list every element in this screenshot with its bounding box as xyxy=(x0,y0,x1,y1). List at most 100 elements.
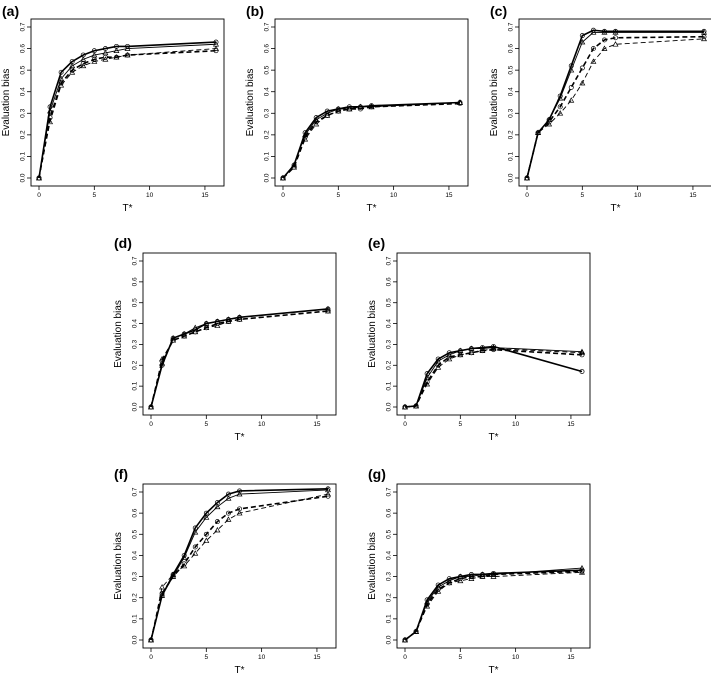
x-tick-label: 10 xyxy=(390,192,398,199)
y-axis-title: Evaluation bias xyxy=(367,300,378,368)
y-tick-label: 0.1 xyxy=(264,152,271,161)
series-line xyxy=(150,308,329,408)
data-point xyxy=(579,33,585,39)
data-point xyxy=(225,495,232,501)
data-point xyxy=(170,335,177,341)
series-line xyxy=(404,571,583,641)
series-line xyxy=(404,348,583,408)
y-tick-label: 0.0 xyxy=(386,635,393,644)
data-point xyxy=(236,316,243,322)
data-point xyxy=(557,95,564,101)
y-axis-title: Evaluation bias xyxy=(113,532,124,600)
data-point xyxy=(346,105,353,112)
x-axis-title: T* xyxy=(489,432,499,443)
data-point xyxy=(80,61,86,67)
series-line xyxy=(38,49,217,179)
data-point xyxy=(479,573,486,579)
x-tick-label: 15 xyxy=(313,654,321,661)
data-point xyxy=(324,110,331,116)
y-tick-label: 0.6 xyxy=(132,508,139,517)
series-line xyxy=(526,38,705,179)
data-point xyxy=(424,380,431,387)
data-point xyxy=(170,571,177,577)
data-point xyxy=(613,28,618,34)
series-line xyxy=(150,488,329,641)
y-tick-label: 0.6 xyxy=(508,44,515,53)
x-axis-title: T* xyxy=(611,203,621,214)
x-axis-title: T* xyxy=(367,203,377,214)
data-point xyxy=(236,490,243,497)
data-point xyxy=(91,58,98,64)
y-tick-label: 0.7 xyxy=(132,256,139,265)
data-point xyxy=(524,174,530,181)
series-line xyxy=(404,345,583,408)
plot-frame xyxy=(396,483,591,649)
series-line xyxy=(38,43,217,179)
y-tick-label: 0.7 xyxy=(132,487,139,496)
x-axis-title: T* xyxy=(235,665,245,676)
data-point xyxy=(236,510,243,516)
data-point xyxy=(579,369,585,374)
y-tick-label: 0.3 xyxy=(20,108,27,117)
plot-frame xyxy=(30,18,225,187)
y-tick-label: 0.2 xyxy=(132,593,139,602)
series-line xyxy=(150,489,329,641)
y-tick-label: 0.7 xyxy=(508,22,515,31)
y-tick-label: 0.5 xyxy=(508,65,515,74)
y-tick-label: 0.2 xyxy=(20,130,27,139)
series-line xyxy=(526,29,704,179)
series-line xyxy=(150,493,329,641)
series-line xyxy=(150,310,329,408)
y-tick-label: 0.2 xyxy=(508,130,515,139)
data-point xyxy=(113,54,120,60)
y-tick-label: 0.3 xyxy=(132,340,139,349)
chart-panel: (g) 0 5 10 15 0.0 0.1 0.2 0.3 0.4 0.5 0.6 0.7 T* Evalu… xyxy=(367,466,591,676)
y-tick-label: 0.7 xyxy=(264,22,271,31)
data-point xyxy=(214,503,221,510)
series-line xyxy=(404,569,583,641)
data-point xyxy=(159,584,166,590)
x-tick-label: 15 xyxy=(567,654,575,661)
y-tick-label: 0.6 xyxy=(132,277,139,286)
y-tick-label: 0.4 xyxy=(386,551,393,560)
panel-label: (e) xyxy=(368,235,385,251)
data-point xyxy=(324,112,331,118)
plot-frame xyxy=(142,252,337,416)
data-point xyxy=(203,531,209,537)
x-tick-label: 15 xyxy=(201,192,209,199)
data-point xyxy=(124,51,131,58)
data-point xyxy=(192,529,199,535)
data-point xyxy=(214,321,220,327)
panel-label: (a) xyxy=(2,3,19,19)
data-point xyxy=(601,45,608,51)
plot-frame xyxy=(518,18,711,187)
data-point xyxy=(335,108,342,114)
x-tick-label: 0 xyxy=(403,654,407,661)
data-point xyxy=(601,28,607,34)
y-tick-label: 0.5 xyxy=(264,65,271,74)
y-tick-label: 0.5 xyxy=(20,65,27,74)
x-tick-label: 10 xyxy=(146,192,154,199)
x-tick-label: 0 xyxy=(403,421,407,428)
data-point xyxy=(357,103,364,110)
x-tick-label: 0 xyxy=(525,192,529,199)
y-tick-label: 0.6 xyxy=(386,277,393,286)
chart-panel: (d) 0 5 10 15 0.0 0.1 0.2 0.3 0.4 0.5 0.6 0.7 T* Evalu… xyxy=(113,235,337,443)
data-point xyxy=(557,110,564,116)
chart-panel: (e) 0 5 10 15 0.0 0.1 0.2 0.3 0.4 0.5 0.6 0.7 T* Evalu… xyxy=(367,235,591,443)
data-point xyxy=(214,322,221,328)
data-point xyxy=(69,69,76,75)
y-tick-label: 0.6 xyxy=(386,508,393,517)
data-point xyxy=(590,46,596,52)
data-point xyxy=(457,576,463,582)
data-point xyxy=(568,84,574,90)
y-axis-title: Evaluation bias xyxy=(1,69,12,137)
y-tick-label: 0.5 xyxy=(386,298,393,307)
y-tick-label: 0.3 xyxy=(132,572,139,581)
data-point xyxy=(612,41,619,47)
data-point xyxy=(192,544,198,550)
plot-frame xyxy=(274,18,469,187)
y-tick-label: 0.7 xyxy=(386,256,393,265)
y-axis-title: Evaluation bias xyxy=(245,69,256,137)
